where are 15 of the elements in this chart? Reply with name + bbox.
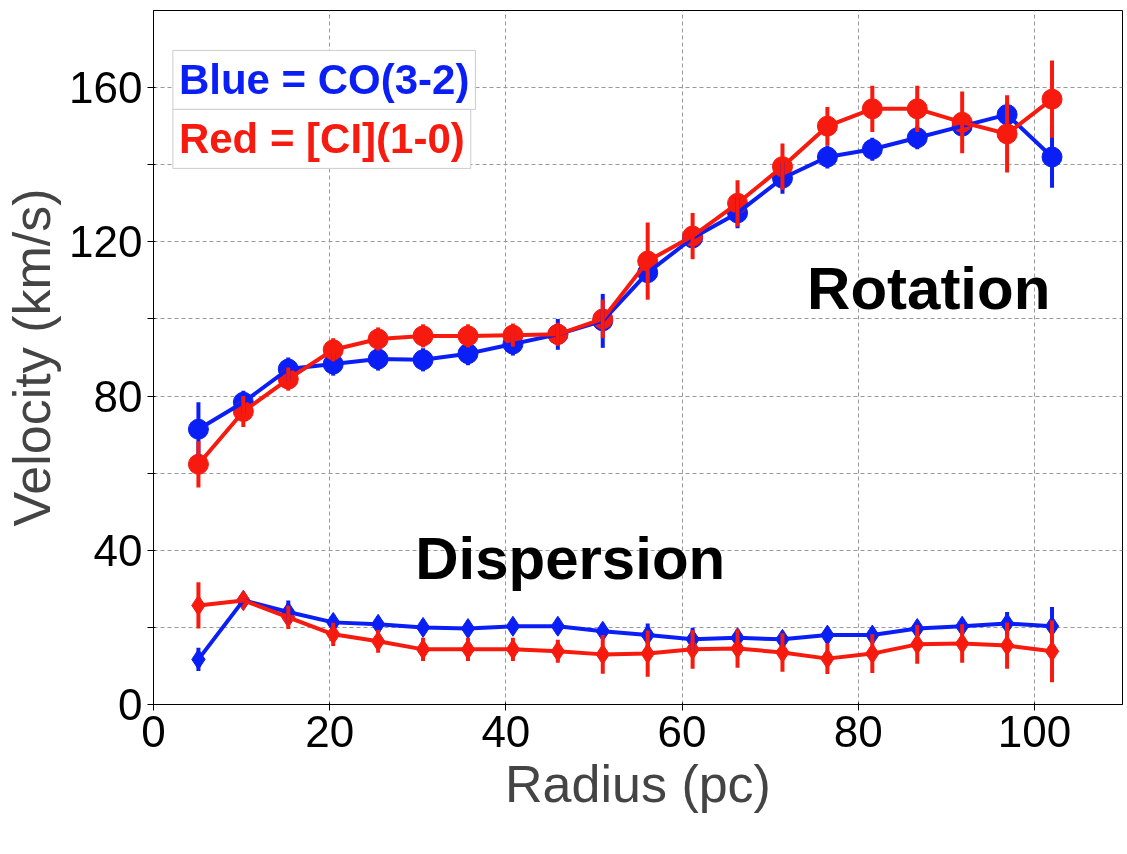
x-tick-label: 100 <box>997 706 1072 756</box>
y-tick-label: 80 <box>93 371 143 421</box>
x-axis-title: Radius (pc) <box>505 754 771 813</box>
x-tick-label: 60 <box>657 706 707 756</box>
x-tick-label: 20 <box>305 706 355 756</box>
y-tick-label: 120 <box>69 217 143 267</box>
y-tick-label: 160 <box>69 63 143 113</box>
y-axis-title: Velocity (km/s) <box>3 188 62 527</box>
text: Red = [CI](1-0) <box>178 115 465 163</box>
y-tick-label: 40 <box>93 525 143 575</box>
annotation: Rotation <box>807 254 1051 322</box>
x-tick-label: 80 <box>833 706 883 756</box>
text: Blue = CO(3-2) <box>178 56 470 104</box>
annotation: Dispersion <box>415 525 726 593</box>
x-tick-label: 40 <box>481 706 531 756</box>
